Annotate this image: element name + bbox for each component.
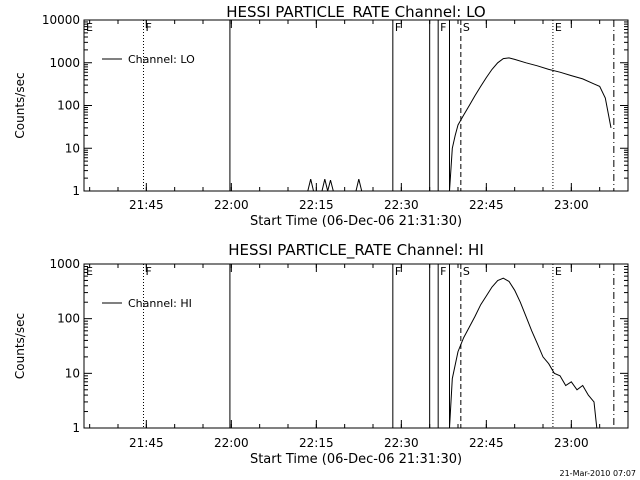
x-tick-label: 22:45 [469,198,504,212]
x-tick-label: 21:45 [129,198,164,212]
flag-marker-label: E [555,21,562,34]
y-tick-label: 100 [57,99,80,113]
x-tick-label: 22:00 [214,198,249,212]
x-tick-label: 22:15 [299,198,334,212]
plot-frame [83,263,629,429]
y-tick-label: 10 [65,141,80,155]
flag-marker-label: S [463,265,470,278]
x-tick-label: 23:00 [554,198,589,212]
series-line [449,57,612,192]
timestamp-stamp: 21-Mar-2010 07:07 [560,469,637,478]
flag-marker-label: F [146,265,152,278]
x-tick-label: 22:00 [214,436,249,450]
chart-title: HESSI PARTICLE_RATE Channel: HI [228,241,484,260]
flag-marker-label: S [463,21,470,34]
x-tick-label: 22:45 [469,436,504,450]
x-axis-label: Start Time (06-Dec-06 21:31:30) [250,452,462,467]
flag-marker-label: F [440,21,446,34]
flag-marker-label: E [86,265,93,278]
x-tick-label: 22:15 [299,436,334,450]
y-axis-label: Counts/sec [13,72,27,138]
flag-marker-label: F [395,21,401,34]
y-tick-label: 10 [65,366,80,380]
y-tick-label: 1 [72,184,80,198]
series-line [307,178,363,192]
y-axis-label: Counts/sec [13,313,27,379]
legend-label: Channel: HI [128,297,192,310]
x-tick-label: 23:00 [554,436,589,450]
plot-frame [83,19,629,192]
x-tick-label: 22:30 [384,198,419,212]
x-tick-label: 22:30 [384,436,419,450]
y-tick-label: 10000 [42,13,80,27]
y-tick-label: 1 [72,421,80,435]
flag-marker-label: E [86,21,93,34]
series-line [449,277,598,429]
flag-marker-label: F [440,265,446,278]
chart-title: HESSI PARTICLE_RATE Channel: LO [226,3,485,22]
x-tick-label: 21:45 [129,436,164,450]
y-tick-label: 1000 [49,257,80,271]
y-tick-label: 1000 [49,56,80,70]
panel-lo-channel: HESSI PARTICLE_RATE Channel: LO E F F F S E 21:… [13,3,629,229]
panel-hi-channel: HESSI PARTICLE_RATE Channel: HI E F F F S E 21:… [13,241,629,467]
x-axis-label: Start Time (06-Dec-06 21:31:30) [250,214,462,229]
y-tick-label: 100 [57,312,80,326]
legend-label: Channel: LO [128,53,195,66]
flag-marker-label: E [555,265,562,278]
flag-marker-label: F [146,21,152,34]
flag-marker-label: F [395,265,401,278]
